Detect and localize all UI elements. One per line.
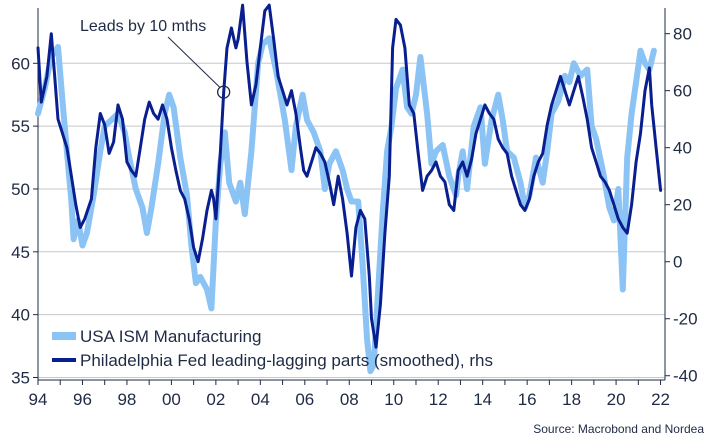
x-tick-label: 18: [562, 390, 581, 409]
annotation-pointer: [167, 36, 221, 88]
series-lines: [35, 3, 663, 375]
x-tick-label: 04: [251, 390, 270, 409]
series-line-2: [36, 3, 663, 349]
left-tick-label: 60: [11, 54, 30, 73]
annotation-label: Leads by 10 mths: [80, 18, 206, 35]
x-tick-label: 10: [384, 390, 403, 409]
legend: USA ISM Manufacturing Philadelphia Fed le…: [52, 327, 493, 370]
legend-label-1: USA ISM Manufacturing: [80, 327, 261, 346]
right-tick-label: 80: [673, 25, 692, 44]
series-line-1: [35, 35, 657, 375]
right-tick-label: 60: [673, 82, 692, 101]
x-tick-label: 02: [206, 390, 225, 409]
x-tick-label: 96: [73, 390, 92, 409]
right-tick-label: -40: [673, 367, 698, 386]
x-tick-label: 94: [29, 390, 48, 409]
x-tick-label: 12: [429, 390, 448, 409]
left-tick-label: 50: [11, 180, 30, 199]
x-tick-label: 16: [518, 390, 537, 409]
annotation-marker: [217, 85, 231, 99]
annotation: Leads by 10 mths: [80, 18, 231, 99]
right-tick-label: 40: [673, 139, 692, 158]
legend-label-2: Philadelphia Fed leading-lagging parts (…: [80, 351, 493, 370]
right-tick-label: -20: [673, 310, 698, 329]
x-tick-label: 00: [162, 390, 181, 409]
left-tick-label: 55: [11, 117, 30, 136]
x-tick-label: 20: [607, 390, 626, 409]
left-tick-label: 45: [11, 243, 30, 262]
left-tick-label: 35: [11, 368, 30, 387]
axes: 35 40 45 50 55 60 -40 -20 0 20 40 60 80 94 96 98 00 02 04 0…: [11, 8, 698, 409]
x-tick-label: 98: [117, 390, 136, 409]
right-tick-label: 20: [673, 196, 692, 215]
source-note: Source: Macrobond and Nordea: [533, 422, 704, 436]
x-tick-label: 22: [651, 390, 670, 409]
x-tick-label: 14: [473, 390, 492, 409]
left-tick-label: 40: [11, 306, 30, 325]
right-tick-label: 0: [673, 253, 682, 272]
x-tick-label: 06: [295, 390, 314, 409]
x-tick-label: 08: [340, 390, 359, 409]
